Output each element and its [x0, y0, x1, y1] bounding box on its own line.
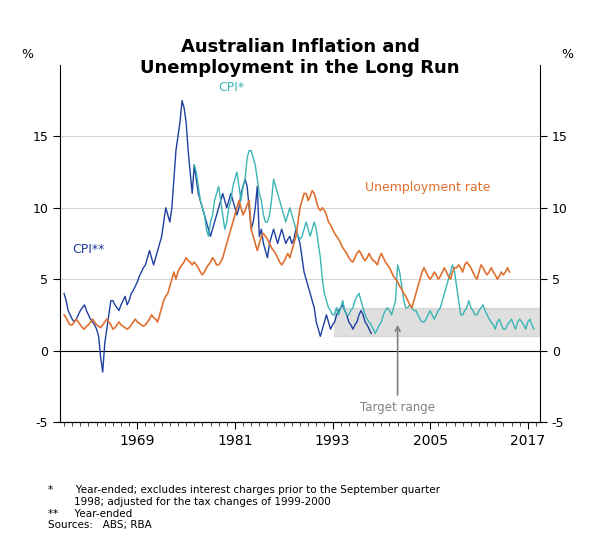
Text: CPI*: CPI*: [218, 81, 245, 94]
Text: %: %: [562, 48, 574, 61]
Text: Target range: Target range: [360, 327, 435, 413]
Text: *       Year-ended; excludes interest charges prior to the September quarter
   : * Year-ended; excludes interest charges …: [48, 485, 440, 530]
Text: %: %: [22, 48, 34, 61]
Text: Australian Inflation and
Unemployment in the Long Run: Australian Inflation and Unemployment in…: [140, 38, 460, 77]
Text: CPI**: CPI**: [72, 243, 104, 256]
Bar: [60, 308, 540, 337]
Text: Unemployment rate: Unemployment rate: [365, 181, 490, 194]
